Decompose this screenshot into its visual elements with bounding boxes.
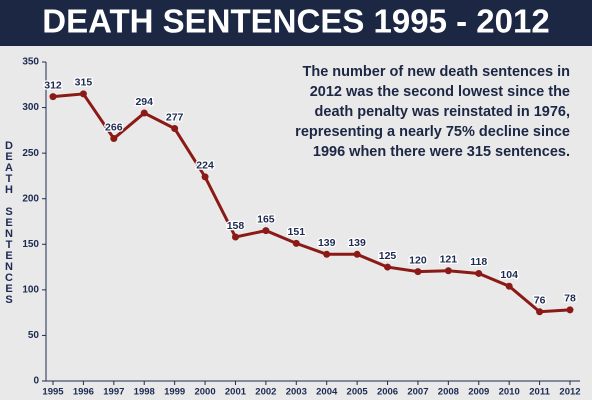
- x-tick-label: 1999: [164, 387, 185, 398]
- x-tick-label: 2001: [225, 387, 247, 398]
- x-tick-label: 2007: [407, 387, 428, 398]
- data-point: [505, 282, 513, 290]
- data-label: 277: [166, 111, 184, 123]
- data-label: 158: [227, 220, 245, 232]
- annotation: 2012 was the second lowest since the: [310, 84, 570, 100]
- data-point: [140, 109, 148, 117]
- data-line: [52, 92, 571, 314]
- y-tick-label: 0: [33, 376, 39, 387]
- x-tick-label: 2006: [377, 387, 398, 398]
- data-point: [262, 227, 270, 235]
- data-label: 118: [470, 256, 487, 268]
- data-point: [292, 239, 300, 247]
- annotation: death penalty was reinstated in 1976,: [315, 104, 570, 120]
- chart-title: DEATH SENTENCES 1995 - 2012: [42, 3, 549, 40]
- title-banner: [0, 0, 592, 46]
- y-tick-label: 250: [22, 148, 39, 159]
- data-label: 78: [564, 293, 576, 305]
- data-point: [79, 90, 87, 98]
- y-tick-label: 300: [22, 102, 39, 113]
- data-label: 139: [318, 237, 336, 249]
- data-label: 224: [196, 160, 214, 172]
- y-tick-label: 100: [22, 284, 39, 295]
- x-tick-label: 2012: [559, 387, 580, 398]
- data-point: [171, 125, 179, 133]
- data-point: [444, 267, 452, 275]
- x-tick-label: 2010: [499, 387, 520, 398]
- data-point: [323, 250, 331, 258]
- x-tick-label: 2002: [255, 387, 276, 398]
- data-point: [475, 269, 483, 277]
- x-tick-label: 1996: [73, 387, 94, 398]
- data-label: 315: [75, 77, 93, 89]
- annotation: representing a nearly 75% decline since: [295, 124, 570, 140]
- data-label: 151: [288, 226, 306, 238]
- x-tick-label: 2008: [438, 387, 459, 398]
- data-label: 121: [440, 253, 458, 265]
- data-label: 165: [257, 213, 275, 225]
- x-tick-label: 2003: [286, 387, 307, 398]
- y-tick-label: 150: [22, 239, 39, 250]
- data-point: [110, 135, 118, 143]
- x-tick-label: 2000: [194, 387, 215, 398]
- data-label: 120: [409, 254, 427, 266]
- data-point: [414, 268, 422, 276]
- data-point: [384, 263, 392, 271]
- data-label: 104: [500, 269, 518, 281]
- data-point: [49, 93, 57, 101]
- y-tick-label: 50: [28, 330, 40, 341]
- annotation: 1996 when there were 315 sentences.: [313, 144, 570, 160]
- x-tick-label: 1997: [103, 387, 124, 398]
- data-label: 139: [348, 237, 366, 249]
- data-point: [353, 250, 361, 258]
- y-tick-label: 200: [22, 193, 39, 204]
- data-label: 125: [379, 250, 397, 262]
- x-tick-label: 2005: [347, 387, 369, 398]
- y-axis-label: DEATH SENTENCES: [3, 140, 15, 305]
- data-label: 312: [44, 79, 62, 91]
- data-point: [566, 306, 574, 314]
- x-tick-label: 2011: [529, 387, 550, 398]
- data-point: [231, 233, 239, 241]
- data-point: [536, 308, 544, 316]
- x-tick-label: 1998: [134, 387, 155, 398]
- data-label: 76: [534, 295, 546, 307]
- y-tick-label: 350: [22, 57, 39, 68]
- data-point: [201, 173, 209, 181]
- annotation: The number of new death sentences in: [303, 64, 571, 80]
- x-tick-label: 2009: [468, 387, 489, 398]
- data-label: 266: [105, 121, 123, 133]
- x-tick-label: 2004: [316, 387, 338, 398]
- x-tick-label: 1995: [42, 387, 64, 398]
- data-label: 294: [135, 96, 153, 108]
